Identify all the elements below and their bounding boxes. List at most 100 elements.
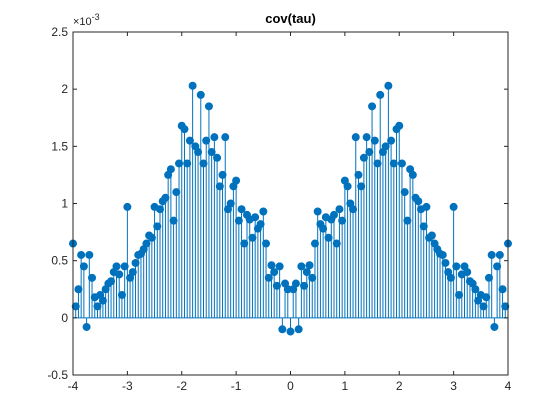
- stem-marker: [264, 273, 273, 282]
- stem-marker: [259, 207, 268, 216]
- stem-marker: [240, 239, 249, 248]
- stem-marker: [482, 293, 491, 302]
- stem-marker: [373, 159, 382, 168]
- stem-marker: [79, 262, 88, 271]
- stem-marker: [310, 239, 319, 248]
- stem-marker: [501, 302, 510, 311]
- y-tick-label: -0.5: [47, 368, 68, 382]
- stem-marker: [278, 325, 287, 334]
- x-tick-label: -3: [122, 379, 133, 393]
- stem-marker: [446, 273, 455, 282]
- stem-marker: [463, 268, 472, 277]
- stem-marker: [161, 193, 170, 202]
- y-exponent-power: -3: [92, 12, 100, 22]
- stem-marker: [286, 327, 295, 336]
- stem-marker: [262, 239, 271, 248]
- stem-marker: [213, 153, 222, 162]
- stem-marker: [93, 302, 102, 311]
- y-tick-label: 0: [61, 311, 68, 325]
- stem-marker: [370, 136, 379, 145]
- stem-marker: [85, 250, 94, 259]
- stem-marker: [169, 216, 178, 225]
- stem-marker: [441, 258, 450, 267]
- stem-marker: [335, 205, 344, 214]
- stem-marker: [300, 281, 309, 290]
- stem-marker: [376, 90, 385, 99]
- stem-marker: [123, 202, 132, 211]
- stem-marker: [117, 290, 126, 299]
- x-tick-label: 2: [396, 379, 403, 393]
- stem-marker: [71, 302, 80, 311]
- x-tick-label: -2: [176, 379, 187, 393]
- stem-marker: [487, 250, 496, 259]
- x-tick-label: 3: [450, 379, 457, 393]
- stem-marker: [397, 159, 406, 168]
- x-tick-label: 4: [505, 379, 512, 393]
- stem-marker: [368, 102, 377, 111]
- stem-marker: [74, 285, 83, 294]
- stem-marker: [338, 216, 347, 225]
- stem-marker: [199, 159, 208, 168]
- stem-marker: [256, 220, 265, 229]
- y-exponent-label: ×10-3: [73, 12, 100, 28]
- stem-marker: [395, 121, 404, 130]
- stem-marker: [305, 261, 314, 270]
- stem-marker: [172, 188, 181, 197]
- stem-marker: [155, 205, 164, 214]
- stem-marker: [115, 270, 124, 279]
- stem-marker: [251, 213, 260, 222]
- stem-marker: [275, 262, 284, 271]
- stem-marker: [389, 159, 398, 168]
- stem-marker: [98, 296, 107, 305]
- chart-title: cov(tau): [265, 11, 316, 26]
- stem-marker: [381, 142, 390, 151]
- stem-marker: [196, 90, 205, 99]
- stem-marker: [207, 148, 216, 157]
- stem-marker: [313, 207, 322, 216]
- stem-marker: [82, 322, 91, 331]
- stem-marker: [384, 81, 393, 90]
- x-tick-label: -4: [68, 379, 79, 393]
- stem-marker: [221, 133, 230, 142]
- stem-marker: [183, 159, 192, 168]
- stem-marker: [419, 222, 428, 231]
- stem-marker: [452, 262, 461, 271]
- stem-marker: [362, 133, 371, 142]
- axes: [72, 31, 509, 376]
- stem-marker: [88, 273, 97, 282]
- stem-marker: [414, 197, 423, 206]
- stem-marker: [302, 268, 311, 277]
- stem-marker: [147, 233, 156, 242]
- stem-marker: [438, 250, 447, 259]
- stem-marker: [232, 176, 241, 185]
- stem-marker: [387, 136, 396, 145]
- stem-marker: [354, 170, 363, 179]
- stem-marker: [267, 261, 276, 270]
- stem-marker: [194, 148, 203, 157]
- stem-marker: [449, 202, 458, 211]
- stem-marker: [351, 133, 360, 142]
- stem-series: [69, 81, 512, 336]
- x-tick-label: -1: [231, 379, 242, 393]
- stem-marker: [188, 81, 197, 90]
- y-exponent-base: ×10: [73, 16, 92, 28]
- stem-marker: [343, 182, 352, 191]
- stem-marker: [332, 239, 341, 248]
- stem-marker: [107, 277, 116, 286]
- stem-marker: [210, 133, 219, 142]
- y-tick-label: 1: [61, 197, 68, 211]
- stem-marker: [427, 231, 436, 240]
- stem-marker: [349, 205, 358, 214]
- y-tick-label: 0.5: [51, 254, 68, 268]
- stem-marker: [291, 279, 300, 288]
- stem-marker: [166, 165, 175, 174]
- stem-marker: [329, 210, 338, 219]
- stem-marker: [128, 268, 137, 277]
- stem-marker: [365, 148, 374, 157]
- stem-marker: [422, 202, 431, 211]
- stem-marker: [308, 273, 317, 282]
- stem-marker: [226, 199, 235, 208]
- stem-marker: [359, 153, 368, 162]
- stem-marker: [112, 262, 121, 271]
- stem-marker: [493, 262, 502, 271]
